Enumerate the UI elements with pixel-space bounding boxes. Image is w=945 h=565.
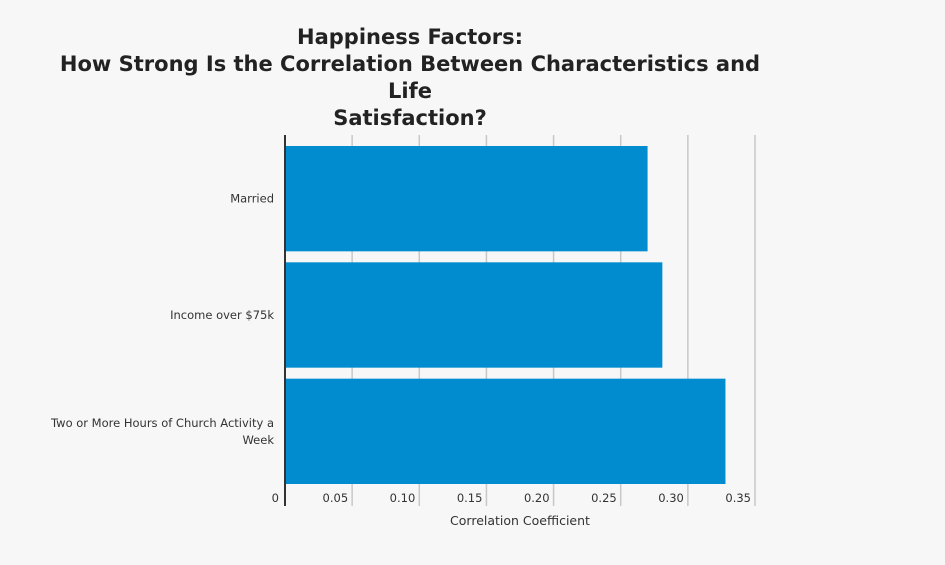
x-tick-label: 0.35 — [725, 491, 751, 505]
x-tick-label: 0 — [272, 491, 279, 505]
category-labels: Married Income over $75k Two or More Hours… — [50, 192, 274, 447]
bars — [286, 146, 726, 484]
x-tick-label: 0.25 — [591, 491, 617, 505]
bar[interactable] — [286, 146, 648, 252]
x-tick-label: 0.10 — [390, 491, 416, 505]
x-tick-label: 0.30 — [658, 491, 684, 505]
bar[interactable] — [286, 262, 663, 368]
chart-title: Happiness Factors: How Strong Is the Cor… — [40, 24, 780, 132]
bar[interactable] — [286, 378, 726, 484]
category-label: Income over $75k — [170, 308, 274, 322]
chart-title-line-1: Happiness Factors: — [297, 25, 523, 49]
category-label: Married — [230, 192, 274, 206]
chart-title-line-2: How Strong Is the Correlation Between Ch… — [59, 52, 761, 103]
x-axis-label: Correlation Coefficient — [450, 513, 590, 528]
category-label: Two or More Hours of Church Activity a We… — [50, 416, 274, 447]
chart-title-line-3: Satisfaction? — [333, 106, 487, 130]
x-tick-label: 0.05 — [323, 491, 349, 505]
x-tick-labels: 0 0.05 0.10 0.15 0.20 0.25 0.30 0.35 — [272, 491, 751, 505]
x-tick-label: 0.20 — [524, 491, 550, 505]
x-tick-label: 0.15 — [457, 491, 483, 505]
